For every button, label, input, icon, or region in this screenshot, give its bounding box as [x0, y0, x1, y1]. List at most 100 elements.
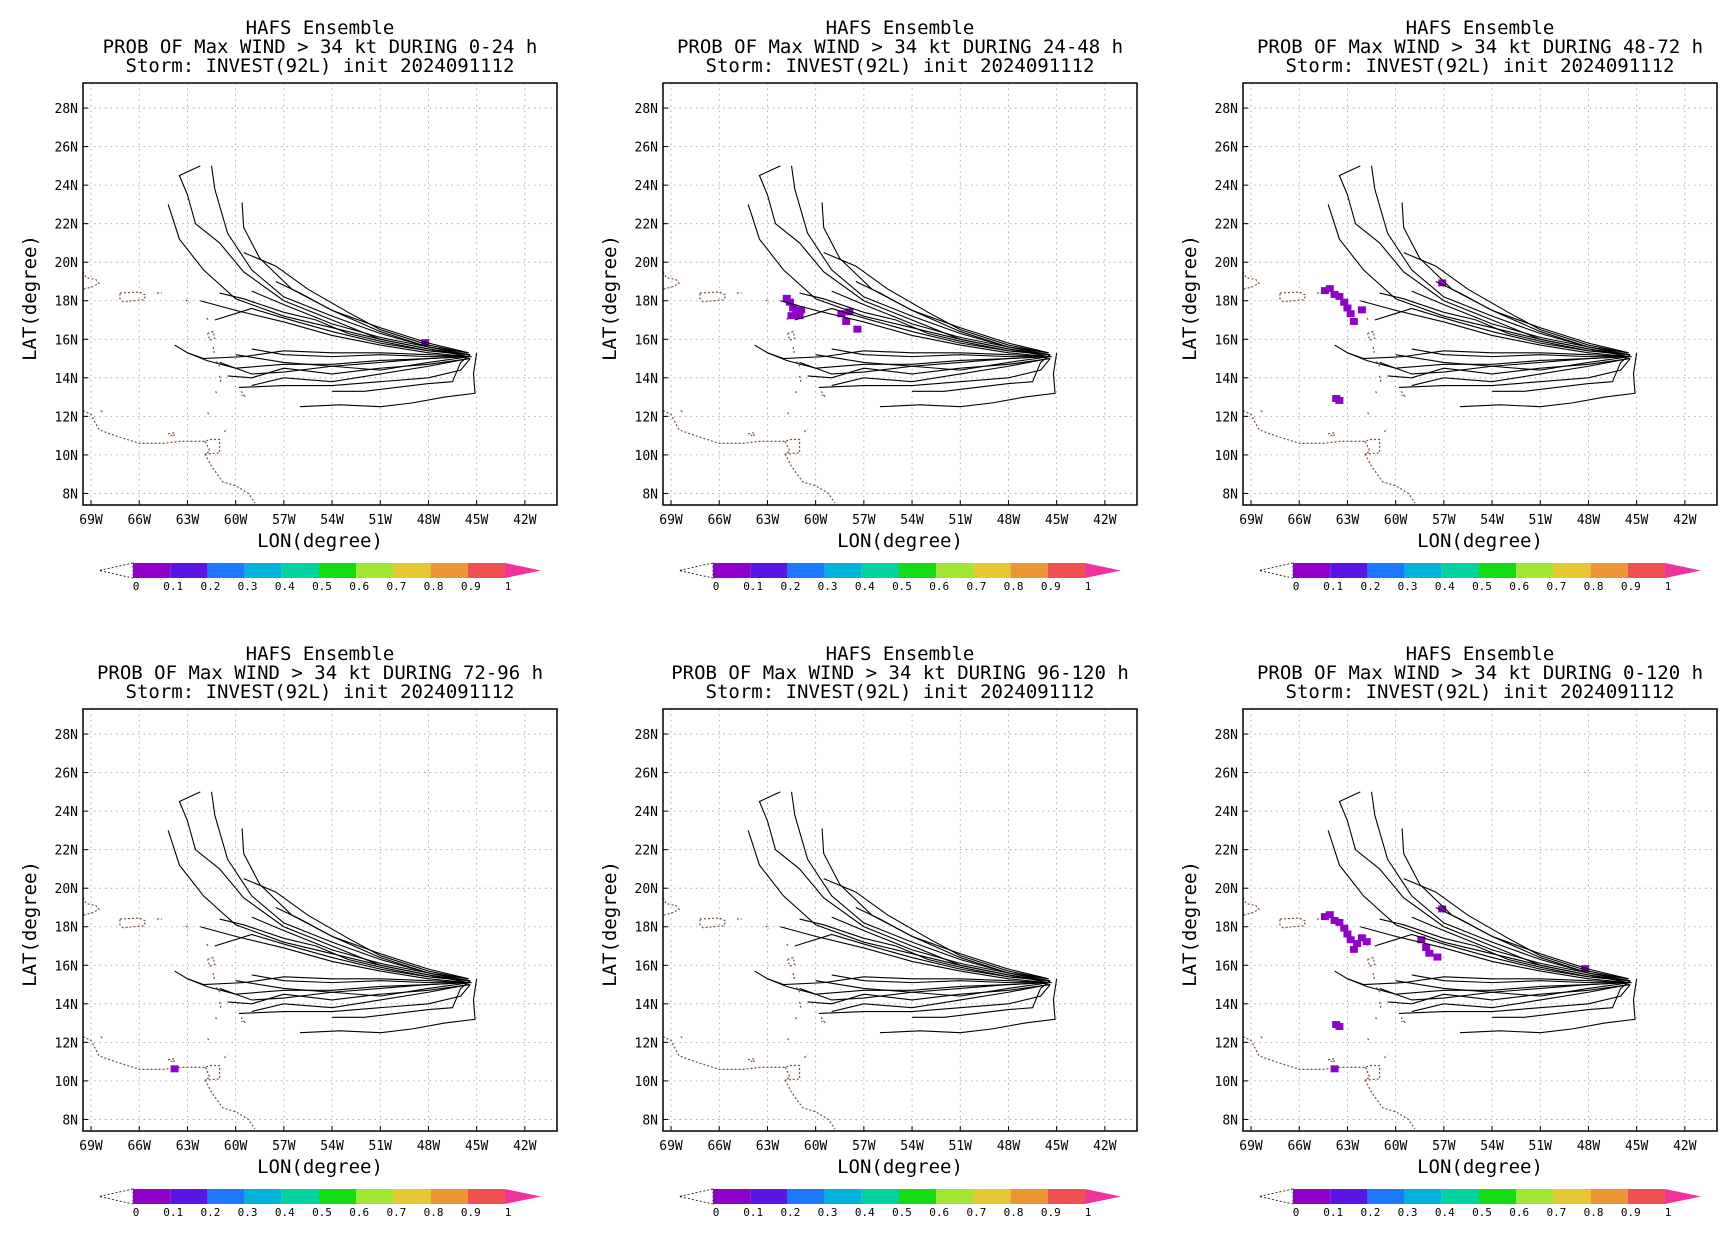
colorbar-segment — [713, 1189, 751, 1204]
probability-cell — [1438, 279, 1447, 287]
panel-title-line-2: PROB OF Max WIND > 34 kt DURING 0-120 h — [1257, 662, 1703, 684]
ensemble-track — [1347, 976, 1629, 986]
y-tick-label: 20N — [1215, 882, 1238, 897]
ensemble-track — [807, 984, 1051, 1005]
x-tick-label: 45W — [1045, 513, 1069, 528]
x-tick-label: 69W — [1239, 513, 1263, 528]
coastline — [167, 432, 176, 438]
ensemble-track — [1398, 358, 1631, 389]
colorbar-segment — [973, 1189, 1011, 1204]
x-tick-label: 63W — [1336, 1139, 1360, 1154]
colorbar-label: 0.9 — [1621, 580, 1641, 593]
colorbar-label: 0.7 — [386, 1206, 406, 1219]
coastline — [218, 375, 222, 384]
x-tick-label: 69W — [659, 513, 683, 528]
y-tick-label: 28N — [1215, 102, 1238, 117]
panel-title-line-1: HAFS Ensemble — [1406, 643, 1555, 665]
coastline — [699, 917, 727, 929]
y-tick-label: 28N — [635, 728, 658, 743]
ensemble-track — [200, 926, 469, 984]
ensemble-track — [831, 984, 1049, 1013]
x-axis-label: LON(degree) — [1417, 530, 1543, 552]
colorbar: 0 0.1 0.2 0.3 0.4 0.5 0.6 0.7 0.8 0.9 1 — [1258, 562, 1701, 593]
coastline — [240, 390, 246, 398]
coastline — [680, 410, 685, 414]
colorbar-segment — [281, 1189, 319, 1204]
ensemble-track — [1411, 290, 1629, 356]
ensemble-track — [1411, 348, 1632, 358]
y-tick-label: 20N — [55, 882, 78, 897]
colorbar-segment — [861, 1189, 899, 1204]
coastline — [204, 1064, 221, 1081]
coastline — [787, 1038, 791, 1042]
colorbar-label: 0.8 — [1004, 580, 1024, 593]
x-tick-labels: 69W 66W 63W 60W 57W 54W 51W 48W 45W 42W — [659, 1126, 1117, 1154]
colorbar-over-triangle — [1085, 1189, 1121, 1204]
y-tick-label: 22N — [1215, 218, 1238, 233]
ensemble-track — [1403, 878, 1628, 980]
ensemble-track — [815, 354, 1049, 367]
ensemble-track — [1403, 252, 1628, 354]
y-tick-label: 28N — [55, 728, 78, 743]
colorbar-label: 0.1 — [1323, 1206, 1343, 1219]
coastline — [1364, 438, 1381, 455]
colorbar-segment — [936, 1189, 974, 1204]
x-tick-label: 69W — [659, 1139, 683, 1154]
ensemble-track — [1435, 906, 1629, 980]
probability-cell — [1422, 943, 1431, 951]
x-tick-label: 42W — [1673, 513, 1697, 528]
ensemble-track — [818, 358, 1051, 389]
coastline — [765, 925, 770, 930]
colorbar-segment — [133, 1189, 171, 1204]
x-tick-label: 54W — [1480, 1139, 1504, 1154]
x-tick-label: 42W — [1673, 1139, 1697, 1154]
y-tick-label: 22N — [55, 218, 78, 233]
coastline — [100, 410, 105, 414]
map-layer — [83, 709, 557, 1131]
y-tick-label: 24N — [55, 805, 78, 820]
coastline — [663, 897, 681, 916]
y-tick-label: 8N — [62, 1113, 78, 1128]
coastline — [1375, 1017, 1378, 1021]
coastline — [1366, 330, 1376, 342]
colorbar-label: 0.4 — [1435, 580, 1455, 593]
colorbar-segment — [1330, 1189, 1368, 1204]
y-tick-label: 20N — [635, 882, 658, 897]
coastline — [663, 1036, 786, 1070]
colorbar-label: 0.7 — [966, 1206, 986, 1219]
probability-cell — [1438, 905, 1447, 913]
colorbar-label: 0.3 — [1398, 580, 1418, 593]
ensemble-track — [1435, 280, 1629, 354]
colorbar-label: 1 — [1085, 580, 1092, 593]
ensemble-track — [251, 290, 469, 356]
coastline — [795, 391, 798, 395]
coastline — [223, 1054, 229, 1059]
probability-cell — [789, 304, 798, 312]
ensemble-track — [1334, 970, 1629, 995]
panel-title-line-2: PROB OF Max WIND > 34 kt DURING 0-24 h — [103, 36, 538, 58]
colorbar-label: 0.4 — [275, 1206, 295, 1219]
y-tick-labels: 8N 10N 12N 14N 16N 18N 20N 22N 24N 26N 28N — [635, 728, 668, 1128]
y-tick-label: 12N — [55, 1036, 78, 1051]
colorbar-label: 0.5 — [892, 1206, 912, 1219]
colorbar-label: 0.2 — [1360, 580, 1380, 593]
colorbar-label: 0.8 — [1584, 1206, 1604, 1219]
x-tick-labels: 69W 66W 63W 60W 57W 54W 51W 48W 45W 42W — [1239, 1126, 1697, 1154]
ensemble-track — [912, 354, 1051, 392]
probability-cell — [1335, 1022, 1344, 1030]
ensemble-track — [912, 980, 1051, 1018]
colorbar-under-triangle — [1258, 562, 1294, 579]
coastline — [680, 1036, 685, 1040]
coastline — [820, 1016, 826, 1024]
coastline — [792, 346, 796, 355]
ensemble-track — [238, 358, 471, 389]
colorbar-segment — [1627, 563, 1665, 578]
coastline — [1364, 1064, 1381, 1081]
coastline — [185, 925, 190, 930]
ensemble-track — [1338, 165, 1629, 356]
x-tick-label: 45W — [1045, 1139, 1069, 1154]
coastline — [206, 317, 209, 321]
colorbar-segment — [1553, 1189, 1591, 1204]
y-tick-label: 10N — [1215, 1075, 1238, 1090]
panel-title-line-3: Storm: INVEST(92L) init 2024091112 — [126, 55, 515, 77]
